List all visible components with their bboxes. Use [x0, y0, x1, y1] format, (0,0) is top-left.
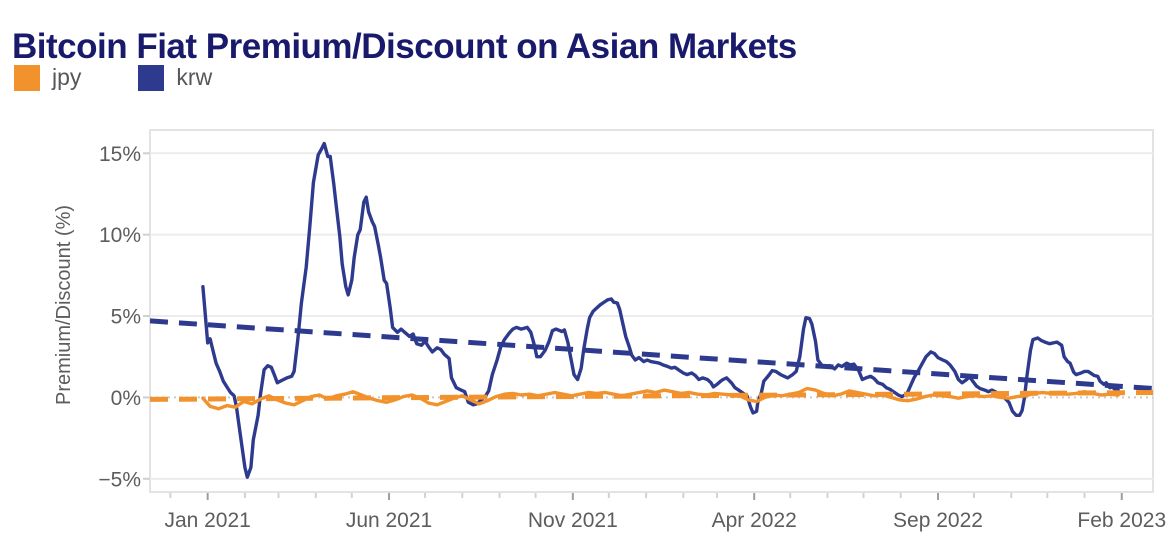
x-tick-label-sep-2022: Sep 2022 [893, 509, 983, 532]
legend-label-jpy: jpy [52, 64, 82, 90]
krw-swatch-icon [138, 64, 165, 91]
y-axis-title: Premium/Discount (%) [53, 205, 75, 405]
y-tick-label-0: 0% [111, 387, 141, 410]
jpy-line[interactable] [201, 386, 1120, 411]
x-tick-label-jan-2021: Jan 2021 [164, 509, 250, 532]
x-tick-label-nov-2021: Nov 2021 [528, 509, 618, 532]
krw-trend-line[interactable] [150, 318, 1153, 391]
axis-ticks [143, 152, 1123, 500]
jpy-trend-line[interactable] [150, 390, 1153, 402]
y-tick-label-neg5: −5% [98, 468, 141, 491]
x-tick-label-apr-2022: Apr 2022 [712, 509, 797, 532]
legend-item-jpy[interactable]: jpy [14, 64, 81, 91]
legend-item-krw[interactable]: krw [138, 64, 212, 91]
x-tick-label-feb-2023: Feb 2023 [1077, 509, 1166, 532]
y-tick-label-10: 10% [99, 224, 141, 247]
y-tick-label-15: 15% [99, 143, 141, 166]
chart-legend: jpy krw [14, 64, 212, 91]
y-tick-label-5: 5% [111, 306, 141, 329]
page-title: Bitcoin Fiat Premium/Discount on Asian M… [12, 27, 797, 67]
legend-label-krw: krw [176, 64, 213, 90]
jpy-swatch-icon [14, 64, 40, 91]
x-tick-label-jun-2021: Jun 2021 [346, 509, 432, 532]
series-lines [150, 141, 1153, 479]
plot-area[interactable] [149, 129, 1154, 493]
krw-line[interactable] [201, 141, 1120, 479]
